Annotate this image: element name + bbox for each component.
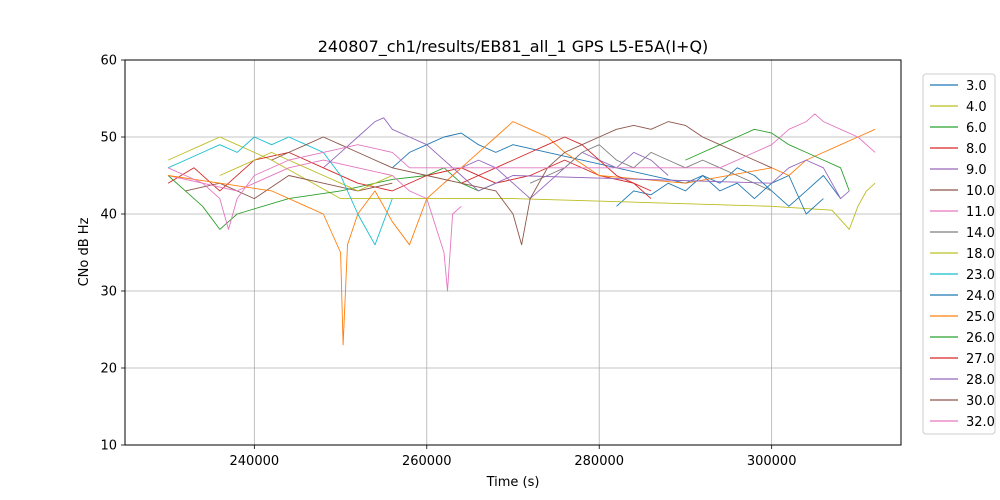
legend-label: 32.0: [966, 415, 995, 430]
series-line-11.0: [168, 159, 462, 292]
series-line-28.0: [323, 117, 850, 200]
x-ticks: 240000 260000 280000 300000: [230, 445, 797, 469]
series-line-25.0: [168, 121, 876, 346]
y-tick-label: 20: [100, 362, 117, 377]
series-line-14.0: [530, 144, 772, 192]
legend-label: 8.0: [966, 142, 987, 157]
x-axis-label: Time (s): [486, 475, 540, 490]
legend-label: 27.0: [966, 352, 995, 367]
series-line-32.0: [167, 113, 876, 230]
series-layer: [167, 113, 876, 346]
grid-layer: [125, 59, 901, 446]
legend-box: [922, 73, 996, 435]
y-tick-label: 30: [100, 285, 117, 300]
y-axis-label: CNo dB Hz: [77, 217, 92, 286]
y-tick-label: 50: [100, 131, 117, 146]
plot-frame: [124, 59, 902, 446]
series-line-18.0: [219, 151, 393, 192]
legend-label: 30.0: [966, 394, 995, 409]
legend: 3.0 4.0 6.0 8.0 9.0 10.0 11.0 14.0 18.0 23.0 24.0 2…: [922, 73, 996, 435]
legend-label: 9.0: [966, 163, 987, 178]
series-line-24.0: [391, 132, 824, 215]
x-tick-label: 280000: [574, 454, 624, 469]
legend-label: 4.0: [966, 100, 987, 115]
y-ticks: 10 20 30 40 50 60: [100, 54, 125, 454]
y-tick-label: 60: [100, 54, 117, 69]
legend-label: 10.0: [966, 184, 995, 199]
legend-label: 6.0: [966, 121, 987, 136]
legend-label: 25.0: [966, 310, 995, 325]
legend-label: 14.0: [966, 226, 995, 241]
series-line-30.0: [271, 121, 772, 246]
legend-label: 11.0: [966, 205, 995, 220]
legend-label: 28.0: [966, 373, 995, 388]
y-tick-label: 10: [100, 439, 117, 454]
legend-label: 23.0: [966, 268, 995, 283]
x-tick-label: 240000: [230, 454, 280, 469]
legend-label: 18.0: [966, 247, 995, 262]
x-tick-label: 300000: [747, 454, 797, 469]
chart-title: 240807_ch1/results/EB81_all_1 GPS L5-E5A…: [318, 37, 709, 57]
y-tick-label: 40: [100, 208, 117, 223]
series-line-26.0: [685, 128, 850, 192]
legend-label: 3.0: [966, 79, 987, 94]
x-tick-label: 260000: [402, 454, 452, 469]
series-line-27.0: [461, 136, 652, 192]
series-line-9.0: [443, 151, 669, 200]
legend-label: 24.0: [966, 289, 995, 304]
series-line-23.0: [167, 136, 393, 246]
legend-label: 26.0: [966, 331, 995, 346]
